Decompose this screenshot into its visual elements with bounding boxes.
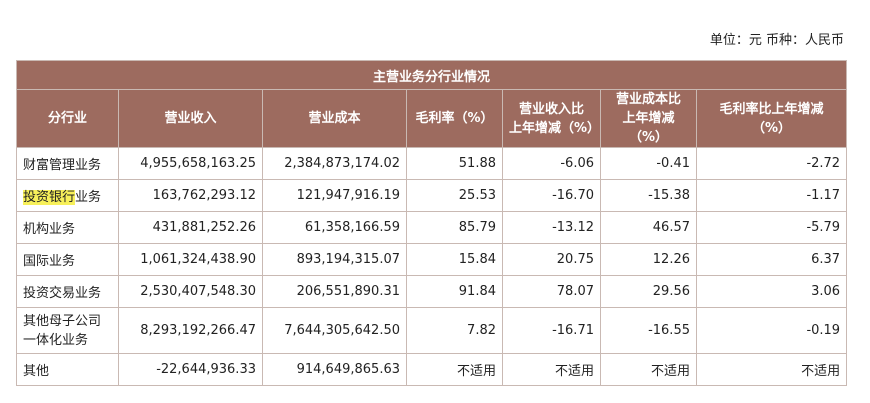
margin-cell: 85.79 bbox=[406, 211, 503, 244]
segment-name: 国际业务 bbox=[16, 243, 119, 276]
margin-cell: 不适用 bbox=[406, 353, 503, 386]
segment-name: 财富管理业务 bbox=[16, 147, 119, 180]
table-row: 其他 -22,644,936.33 914,649,865.63 不适用 不适用… bbox=[16, 353, 848, 386]
cost-change-cell: 不适用 bbox=[600, 353, 697, 386]
revenue-change-cell: 78.07 bbox=[502, 275, 601, 308]
margin-cell: 91.84 bbox=[406, 275, 503, 308]
margin-cell: 7.82 bbox=[406, 307, 503, 354]
revenue-change-cell: -16.71 bbox=[502, 307, 601, 354]
margin-change-cell: -0.19 bbox=[695, 307, 848, 354]
segment-name: 投资交易业务 bbox=[16, 275, 119, 308]
segment-name: 其他 bbox=[16, 353, 119, 386]
cost-change-cell: -15.38 bbox=[600, 179, 697, 212]
margin-change-cell: -2.72 bbox=[695, 147, 848, 180]
margin-cell: 15.84 bbox=[406, 243, 503, 276]
col-header-revenue-change: 营业收入比 上年增减（%） bbox=[502, 89, 601, 148]
margin-cell: 51.88 bbox=[406, 147, 503, 180]
col-header-cost: 营业成本 bbox=[262, 89, 407, 148]
revenue-cell: 8,293,192,266.47 bbox=[118, 307, 263, 354]
cost-cell: 61,358,166.59 bbox=[262, 211, 407, 244]
cost-cell: 206,551,890.31 bbox=[262, 275, 407, 308]
margin-change-cell: -1.17 bbox=[695, 179, 848, 212]
unit-currency-note: 单位：元 币种：人民币 bbox=[709, 33, 844, 48]
highlighted-text: 投资银行 bbox=[23, 190, 76, 205]
col-header-margin: 毛利率（%） bbox=[406, 89, 503, 148]
cost-change-cell: 46.57 bbox=[600, 211, 697, 244]
cost-cell: 7,644,305,642.50 bbox=[262, 307, 407, 354]
revenue-cell: 163,762,293.12 bbox=[118, 179, 263, 212]
cost-cell: 2,384,873,174.02 bbox=[262, 147, 407, 180]
segment-revenue-table: 主营业务分行业情况 分行业 营业收入 营业成本 毛利率（%） 营业收入比 上年增… bbox=[15, 60, 848, 386]
table-row: 投资交易业务 2,530,407,548.30 206,551,890.31 9… bbox=[16, 275, 848, 308]
segment-name: 机构业务 bbox=[16, 211, 119, 244]
table-row: 国际业务 1,061,324,438.90 893,194,315.07 15.… bbox=[16, 243, 848, 276]
table-row: 投资银行业务 163,762,293.12 121,947,916.19 25.… bbox=[16, 179, 848, 212]
table-row: 机构业务 431,881,252.26 61,358,166.59 85.79 … bbox=[16, 211, 848, 244]
cost-change-cell: 29.56 bbox=[600, 275, 697, 308]
margin-change-cell: 3.06 bbox=[695, 275, 848, 308]
revenue-change-cell: -13.12 bbox=[502, 211, 601, 244]
cost-cell: 914,649,865.63 bbox=[262, 353, 407, 386]
header-row: 分行业 营业收入 营业成本 毛利率（%） 营业收入比 上年增减（%） 营业成本比… bbox=[16, 89, 848, 148]
revenue-change-cell: 不适用 bbox=[502, 353, 601, 386]
segment-name: 投资银行业务 bbox=[16, 179, 119, 212]
segment-name: 其他母子公司 一体化业务 bbox=[16, 307, 119, 354]
revenue-change-cell: 20.75 bbox=[502, 243, 601, 276]
revenue-change-cell: -16.70 bbox=[502, 179, 601, 212]
col-header-revenue: 营业收入 bbox=[118, 89, 263, 148]
cost-change-cell: 12.26 bbox=[600, 243, 697, 276]
margin-cell: 25.53 bbox=[406, 179, 503, 212]
cost-cell: 121,947,916.19 bbox=[262, 179, 407, 212]
revenue-cell: 1,061,324,438.90 bbox=[118, 243, 263, 276]
col-header-margin-change: 毛利率比上年增减 （%） bbox=[695, 89, 848, 148]
col-header-cost-change: 营业成本比 上年增减（%） bbox=[600, 89, 697, 148]
revenue-cell: 431,881,252.26 bbox=[118, 211, 263, 244]
cost-change-cell: -16.55 bbox=[600, 307, 697, 354]
cost-cell: 893,194,315.07 bbox=[262, 243, 407, 276]
revenue-cell: 4,955,658,163.25 bbox=[118, 147, 263, 180]
revenue-cell: 2,530,407,548.30 bbox=[118, 275, 263, 308]
revenue-change-cell: -6.06 bbox=[502, 147, 601, 180]
margin-change-cell: -5.79 bbox=[695, 211, 848, 244]
table-row: 财富管理业务 4,955,658,163.25 2,384,873,174.02… bbox=[16, 147, 848, 180]
table-title: 主营业务分行业情况 bbox=[15, 60, 848, 90]
revenue-cell: -22,644,936.33 bbox=[118, 353, 263, 386]
margin-change-cell: 不适用 bbox=[695, 353, 848, 386]
margin-change-cell: 6.37 bbox=[695, 243, 848, 276]
table-row: 其他母子公司 一体化业务 8,293,192,266.47 7,644,305,… bbox=[16, 307, 848, 354]
col-header-segment: 分行业 bbox=[16, 89, 119, 148]
cost-change-cell: -0.41 bbox=[600, 147, 697, 180]
